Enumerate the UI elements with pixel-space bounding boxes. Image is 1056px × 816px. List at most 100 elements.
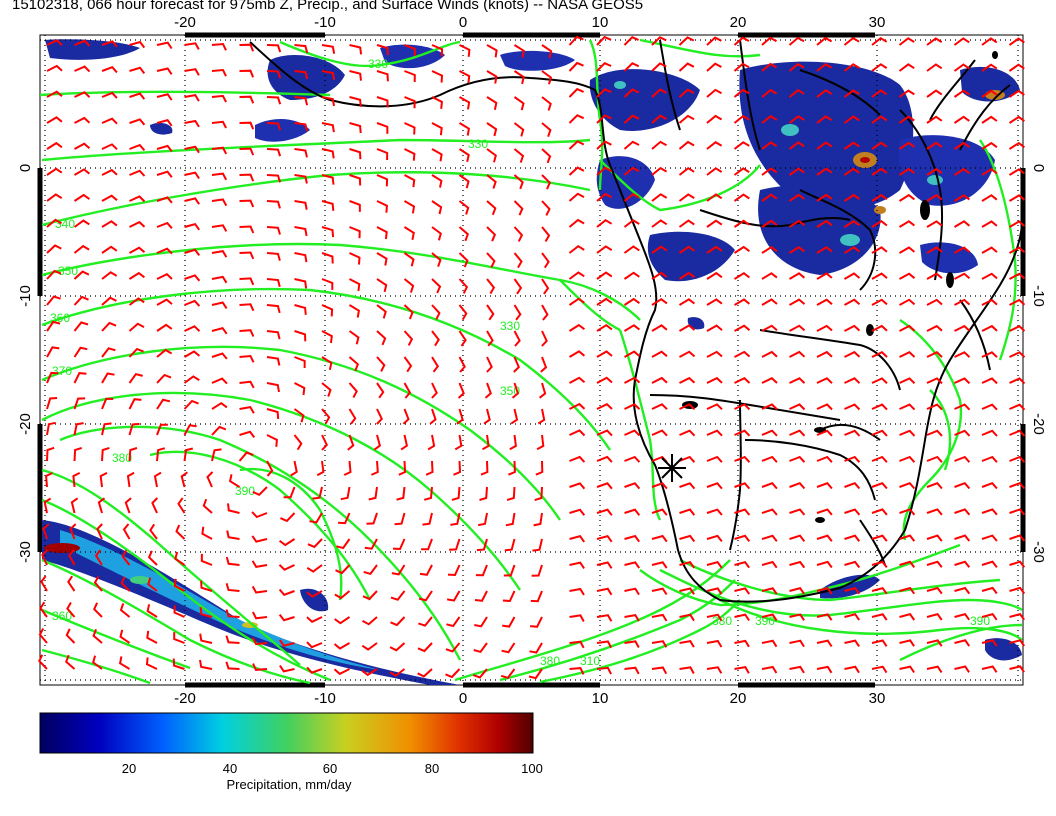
wind-barb (474, 616, 488, 628)
wind-barb (706, 560, 723, 569)
wind-barb (651, 482, 668, 490)
wind-barb (899, 350, 916, 358)
wind-barb (184, 274, 201, 282)
wind-barb (128, 422, 140, 436)
wind-barb (926, 89, 943, 98)
wind-barb (734, 639, 750, 648)
wind-barb (266, 460, 274, 477)
wind-barb (431, 226, 442, 241)
wind-barb (306, 666, 323, 674)
lon-label: 10 (592, 14, 609, 31)
wind-barb (816, 455, 833, 463)
wind-barb (97, 497, 106, 514)
wind-barb (227, 503, 240, 514)
wind-barb (679, 534, 696, 543)
wind-barb (239, 43, 255, 52)
wind-barb (225, 556, 240, 566)
wind-barb (156, 323, 173, 332)
wind-barb (678, 140, 695, 150)
wind-barb (46, 39, 63, 46)
wind-barb (789, 298, 806, 306)
wind-barb (954, 534, 971, 542)
wind-barb (596, 192, 612, 202)
wind-barb (569, 482, 586, 490)
wind-barb (953, 220, 971, 228)
precip-area (150, 122, 173, 135)
wind-barb (349, 278, 361, 292)
wind-barb (458, 122, 471, 136)
wind-barb (294, 122, 308, 132)
wind-barb (486, 278, 496, 295)
wind-barb (844, 455, 861, 463)
wind-barb (394, 512, 406, 526)
wind-barb (789, 324, 806, 332)
wind-barb (266, 70, 282, 79)
lon-label: -10 (314, 14, 336, 31)
wind-barb (251, 560, 268, 569)
wind-barb (788, 245, 805, 254)
wind-barb (156, 348, 173, 358)
wind-barb (706, 666, 723, 674)
wind-barb (1009, 298, 1026, 306)
wind-barb (596, 587, 613, 596)
wind-barb (122, 523, 131, 540)
wind-barb (678, 88, 695, 98)
wind-barb (65, 628, 76, 644)
wind-barb (513, 96, 525, 111)
wind-barb (239, 251, 255, 260)
wind-barb (953, 89, 970, 98)
wind-barb (981, 324, 998, 332)
wind-barb (478, 512, 488, 527)
wind-barb (419, 564, 433, 576)
wind-barb (474, 590, 488, 602)
wind-barb (679, 350, 696, 358)
wind-barb (651, 219, 668, 228)
wind-barb (981, 429, 998, 437)
wind-barb (532, 538, 543, 552)
wind-barb (239, 354, 255, 363)
map-title: 15102318, 066 hour forecast for 975mb Z,… (12, 0, 643, 13)
wind-barb (899, 482, 916, 490)
wind-barb (541, 252, 550, 269)
wind-barb (789, 587, 806, 595)
wind-barb (871, 482, 888, 490)
wind-barb (1009, 586, 1026, 595)
wind-barb (954, 455, 971, 463)
wind-barb (201, 526, 213, 540)
wind-barb (321, 148, 335, 159)
wind-barb (343, 460, 352, 476)
wind-barb (844, 508, 861, 516)
wind-barb (1008, 141, 1025, 150)
colorbar-tick: 20 (122, 761, 136, 776)
wind-barb (403, 382, 412, 399)
wind-barb (266, 382, 280, 393)
wind-barb (239, 405, 255, 414)
wind-barb (596, 88, 612, 98)
wind-barb (266, 200, 281, 209)
wind-barb (624, 376, 641, 384)
wind-barb (101, 245, 118, 254)
wind-barb (788, 193, 805, 202)
wind-barb (898, 246, 916, 254)
wind-barb (482, 434, 490, 451)
wind-barb (211, 425, 227, 436)
wind-barb (321, 200, 335, 211)
colorbar-tick: 100 (521, 761, 543, 776)
wind-barb (46, 90, 63, 98)
wind-barb (502, 590, 516, 603)
wind-barb (294, 226, 308, 237)
wind-barb (500, 668, 516, 679)
wind-barb (733, 36, 750, 46)
wind-barb (926, 141, 943, 150)
wind-barb (473, 642, 488, 654)
wind-barb (981, 246, 998, 254)
wind-barb (761, 219, 778, 228)
wind-barb (252, 663, 268, 671)
wind-barb (93, 602, 103, 618)
wind-barb (421, 538, 433, 551)
wind-barb (225, 661, 240, 670)
wind-barb (449, 538, 461, 551)
wind-barb (321, 356, 333, 370)
wind-barb (39, 601, 48, 618)
